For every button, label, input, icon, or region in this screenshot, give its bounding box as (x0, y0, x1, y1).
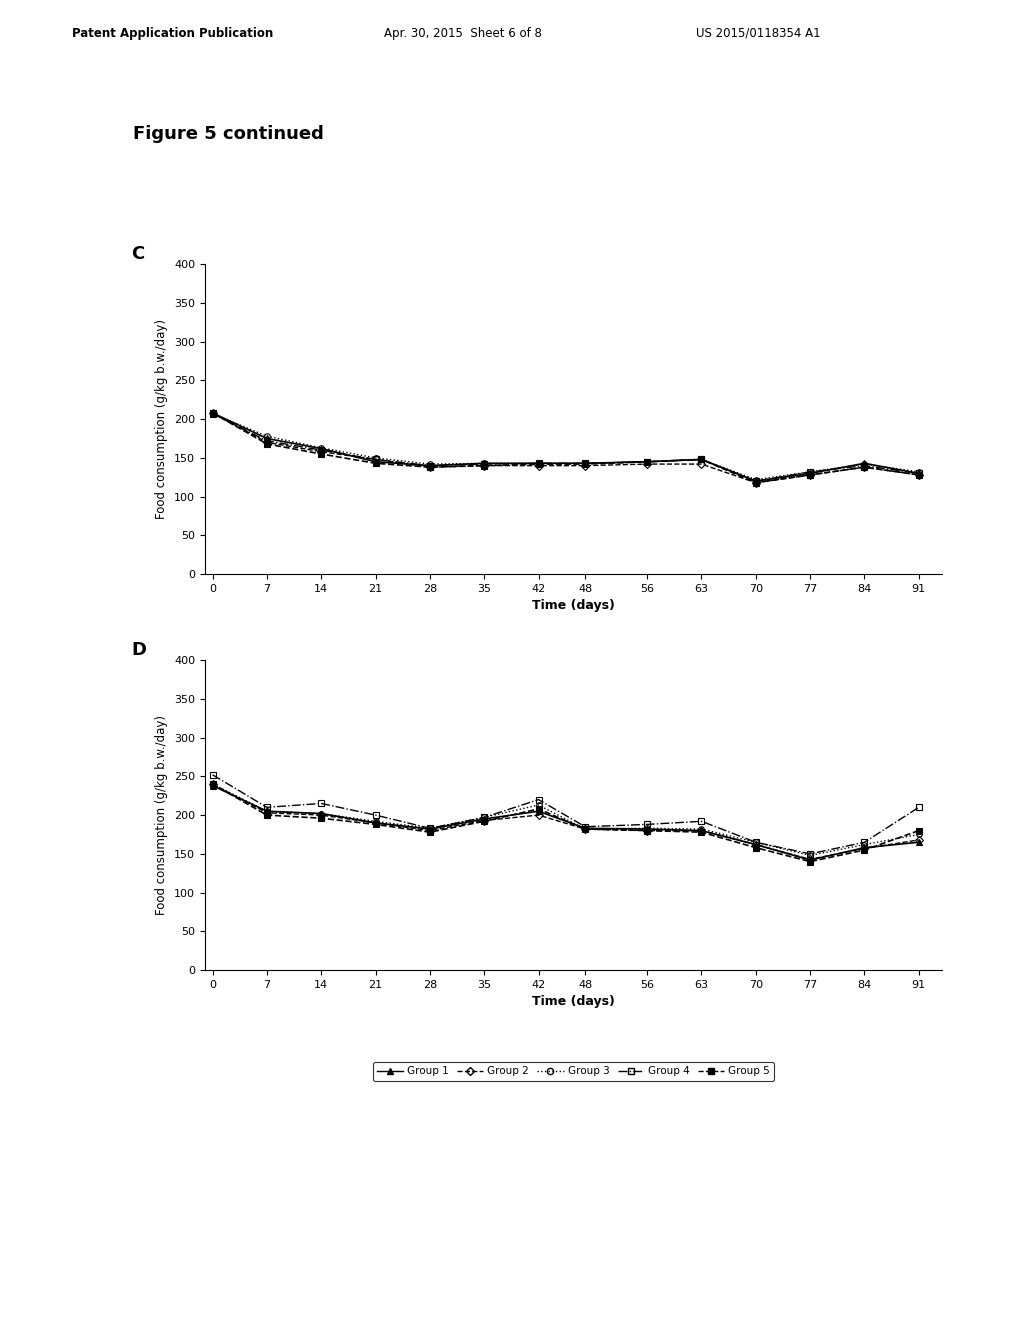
Legend: Group 1, Group 2, Group 3, Group 4, Group 5: Group 1, Group 2, Group 3, Group 4, Grou… (373, 1063, 774, 1081)
Legend: Group 1, Group 2, Group 3, Group 4, Group 5: Group 1, Group 2, Group 3, Group 4, Grou… (373, 667, 774, 685)
Text: Patent Application Publication: Patent Application Publication (72, 26, 273, 40)
Text: Apr. 30, 2015  Sheet 6 of 8: Apr. 30, 2015 Sheet 6 of 8 (384, 26, 542, 40)
Text: Figure 5 continued: Figure 5 continued (133, 124, 324, 143)
Y-axis label: Food consumption (g/kg b.w./day): Food consumption (g/kg b.w./day) (156, 715, 168, 915)
X-axis label: Time (days): Time (days) (532, 599, 614, 612)
Y-axis label: Food consumption (g/kg b.w./day): Food consumption (g/kg b.w./day) (156, 319, 168, 519)
Text: D: D (131, 642, 146, 660)
Text: C: C (131, 246, 144, 264)
Text: US 2015/0118354 A1: US 2015/0118354 A1 (696, 26, 821, 40)
X-axis label: Time (days): Time (days) (532, 995, 614, 1008)
